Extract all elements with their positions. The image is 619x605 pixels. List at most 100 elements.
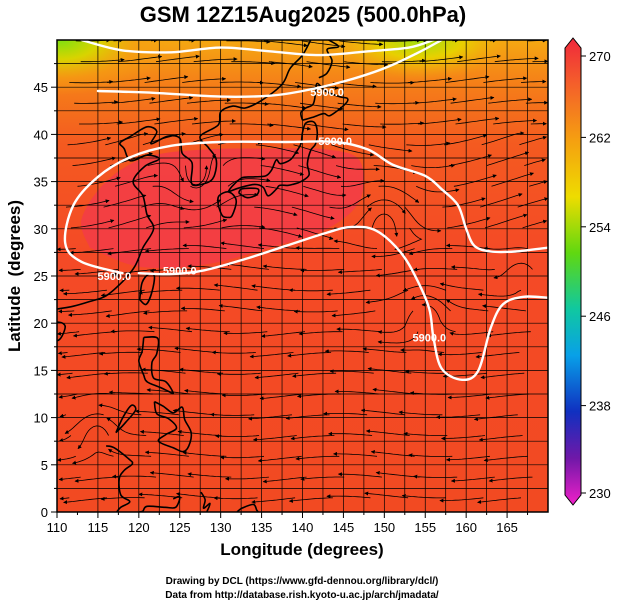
streamline-arrow: [448, 154, 492, 166]
x-tick-label: 130: [210, 520, 232, 535]
streamline-arrow: [413, 267, 458, 272]
streamline-arrow: [365, 289, 409, 305]
x-tick-label: 165: [496, 520, 518, 535]
contour-label: 5900.0: [97, 271, 131, 283]
streamline-arrow: [298, 165, 342, 179]
streamline-arrow: [410, 295, 451, 312]
y-tick-label: 20: [34, 316, 48, 331]
streamline-arrow: [72, 451, 114, 465]
streamline-arrow: [219, 80, 264, 85]
streamline-arrow: [175, 286, 220, 291]
streamline-arrow: [149, 470, 194, 478]
warm-core-shape: [81, 148, 364, 269]
streamline-arrow: [105, 310, 150, 318]
streamline-arrow: [439, 497, 484, 503]
streamline-arrow: [367, 366, 412, 374]
streamline-arrow: [412, 97, 457, 104]
colorbar-tick-label: 254: [589, 220, 611, 235]
streamline-arrow: [447, 216, 491, 229]
colorbar-tick-label: 230: [589, 486, 611, 501]
y-tick-label: 15: [34, 363, 48, 378]
gridlines: [57, 40, 548, 512]
streamline-arrow: [413, 474, 458, 479]
streamline-arrow: [375, 100, 420, 105]
streamline-arrow: [330, 144, 375, 157]
streamline-arrow: [493, 118, 538, 125]
coastline: [200, 491, 211, 512]
streamline-arrow: [300, 476, 345, 481]
colorbar-ticks: 270 262 254 246 238 230: [581, 49, 611, 501]
streamline-arrow: [80, 57, 125, 63]
streamline-arrow: [249, 352, 294, 359]
streamline-arrow: [519, 135, 547, 146]
streamline-arrow: [477, 497, 522, 504]
y-tick-label: 30: [34, 222, 48, 237]
y-axis-label: Latitude (degrees): [5, 200, 24, 352]
streamline-arrow: [59, 435, 72, 442]
streamline-arrow: [216, 372, 261, 377]
streamline-arrow: [360, 408, 405, 416]
streamline-arrow: [473, 414, 518, 422]
streamline-arrow: [211, 350, 256, 355]
streamline-arrow: [70, 219, 115, 229]
streamline-arrow: [484, 213, 528, 229]
streamline-arrow: [190, 153, 216, 189]
y-tick-label: 5: [41, 458, 48, 473]
streamline-arrow: [227, 178, 271, 187]
streamline-arrow: [333, 239, 378, 249]
y-tick-label: 10: [34, 411, 48, 426]
streamline-arrow: [337, 269, 382, 275]
streamline-arrow: [293, 144, 337, 159]
streamline-arrow: [187, 472, 232, 478]
streamline-arrow: [182, 243, 227, 249]
x-axis-label: Longitude (degrees): [220, 540, 383, 559]
streamline-arrow: [57, 455, 76, 462]
streamline-arrow: [59, 496, 70, 501]
streamline-arrow: [478, 289, 522, 297]
streamline-arrow: [98, 351, 143, 356]
streamline-arrow: [248, 414, 292, 421]
streamline-arrow: [98, 403, 142, 416]
streamline-arrow: [180, 306, 225, 312]
x-tick-label: 140: [292, 520, 314, 535]
streamline-arrow: [525, 100, 548, 105]
streamline-arrow: [59, 413, 67, 418]
streamline-arrow: [138, 492, 183, 499]
streamline-arrow: [229, 123, 274, 128]
streamline-arrow: [262, 102, 307, 110]
streamline-arrow: [108, 448, 152, 457]
streamline-arrow: [255, 144, 300, 155]
streamline-arrow: [231, 61, 276, 66]
colorbar: 270 262 254 246 238 230: [564, 37, 611, 506]
streamline-arrow: [57, 351, 68, 356]
streamline-arrow: [226, 40, 271, 44]
streamline-arrow: [57, 331, 80, 336]
streamline-arrow: [529, 180, 548, 187]
streamline-arrow: [491, 172, 534, 187]
streamline-arrow: [445, 75, 490, 83]
colorbar-tick-label: 270: [589, 49, 611, 64]
colorbar-tick-label: 238: [589, 399, 611, 414]
streamline-arrow: [185, 326, 230, 333]
credit-drawing: Drawing by DCL (https://www.gfd-dennou.o…: [166, 576, 439, 587]
x-tick-label: 145: [333, 520, 355, 535]
y-tick-label: 45: [34, 80, 48, 95]
contour-label: 5900.0: [413, 332, 447, 344]
streamline-arrow: [493, 262, 533, 280]
streamline-arrow: [371, 248, 415, 259]
streamline-arrow: [292, 372, 337, 378]
streamline-arrow: [251, 284, 296, 291]
streamline-arrow: [444, 134, 488, 146]
streamline-arrow: [213, 496, 258, 501]
streamline-arrow: [436, 414, 481, 420]
streamline-arrow: [67, 136, 112, 146]
streamline-arrow: [370, 450, 415, 457]
streamline-arrow: [256, 305, 301, 312]
streamline-arrow: [58, 393, 78, 399]
contour-label: 5900.0: [310, 87, 344, 99]
coastline: [153, 400, 193, 453]
streamline-arrow: [328, 431, 373, 436]
streamline-arrow: [154, 116, 199, 125]
coastline: [105, 445, 134, 512]
streamline-arrow: [334, 389, 379, 395]
